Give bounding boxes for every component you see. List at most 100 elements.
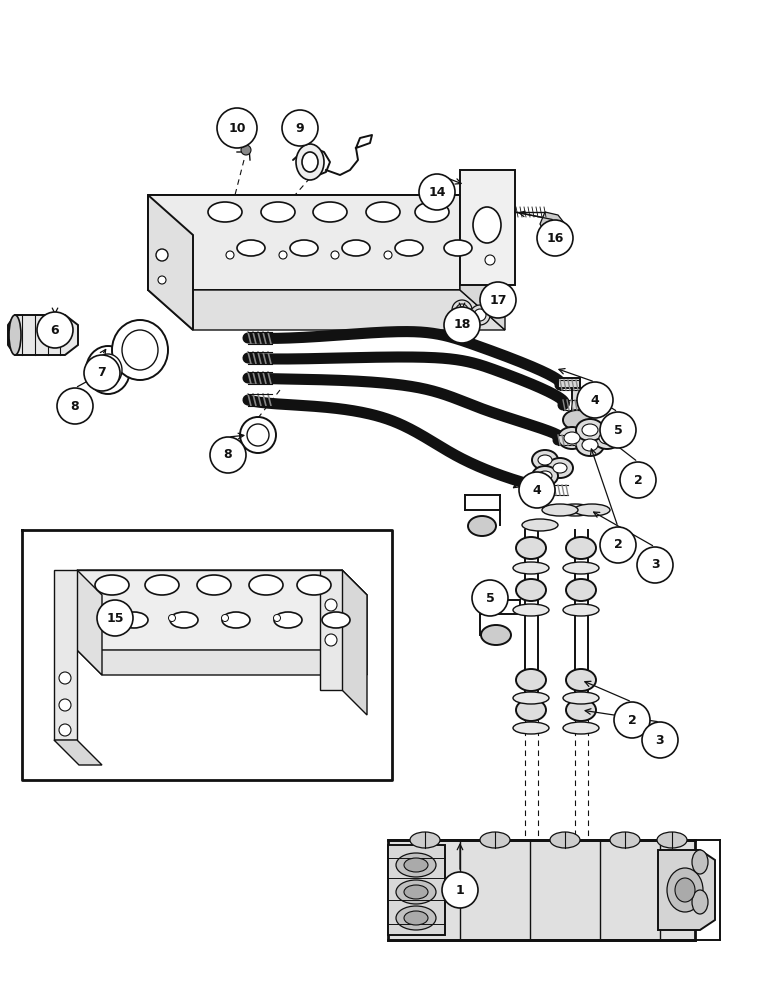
Ellipse shape xyxy=(550,832,580,848)
Ellipse shape xyxy=(563,562,599,574)
Ellipse shape xyxy=(513,692,549,704)
Ellipse shape xyxy=(444,240,472,256)
Ellipse shape xyxy=(538,455,552,465)
Polygon shape xyxy=(77,570,102,675)
Ellipse shape xyxy=(9,315,21,355)
Circle shape xyxy=(614,702,650,738)
Circle shape xyxy=(442,872,478,908)
Circle shape xyxy=(226,251,234,259)
Ellipse shape xyxy=(532,450,558,470)
Circle shape xyxy=(282,110,318,146)
Ellipse shape xyxy=(566,699,596,721)
Polygon shape xyxy=(388,840,695,940)
Ellipse shape xyxy=(112,320,168,380)
Polygon shape xyxy=(388,845,445,935)
Circle shape xyxy=(158,276,166,284)
Ellipse shape xyxy=(122,330,158,370)
Circle shape xyxy=(325,634,337,646)
Ellipse shape xyxy=(410,832,440,848)
Circle shape xyxy=(156,249,168,261)
Ellipse shape xyxy=(566,579,596,601)
Ellipse shape xyxy=(396,853,436,877)
Ellipse shape xyxy=(576,434,604,456)
Ellipse shape xyxy=(516,699,546,721)
Ellipse shape xyxy=(474,309,486,321)
Ellipse shape xyxy=(667,868,703,912)
Polygon shape xyxy=(148,195,460,290)
Polygon shape xyxy=(77,650,367,675)
Ellipse shape xyxy=(470,305,490,325)
Text: 2: 2 xyxy=(634,474,642,487)
Ellipse shape xyxy=(532,466,558,486)
Circle shape xyxy=(480,282,516,318)
Ellipse shape xyxy=(297,575,331,595)
Text: 10: 10 xyxy=(229,121,245,134)
Circle shape xyxy=(519,472,555,508)
Ellipse shape xyxy=(610,832,640,848)
Ellipse shape xyxy=(95,575,129,595)
Ellipse shape xyxy=(120,612,148,628)
Ellipse shape xyxy=(513,562,549,574)
Ellipse shape xyxy=(468,516,496,536)
Ellipse shape xyxy=(208,202,242,222)
Ellipse shape xyxy=(513,604,549,616)
Ellipse shape xyxy=(576,419,604,441)
Text: 8: 8 xyxy=(224,448,232,462)
Polygon shape xyxy=(342,570,367,675)
Ellipse shape xyxy=(322,612,350,628)
Text: 2: 2 xyxy=(614,538,622,552)
Ellipse shape xyxy=(145,575,179,595)
Text: 5: 5 xyxy=(486,591,494,604)
Circle shape xyxy=(384,251,392,259)
Polygon shape xyxy=(658,850,715,930)
Text: 1: 1 xyxy=(455,884,465,896)
Polygon shape xyxy=(8,315,78,355)
Polygon shape xyxy=(148,195,505,235)
Ellipse shape xyxy=(599,432,615,444)
Ellipse shape xyxy=(404,858,428,872)
Circle shape xyxy=(620,462,656,498)
Circle shape xyxy=(241,145,251,155)
Ellipse shape xyxy=(547,458,573,478)
Ellipse shape xyxy=(566,537,596,559)
Ellipse shape xyxy=(452,300,472,320)
Text: 7: 7 xyxy=(97,366,107,379)
Ellipse shape xyxy=(563,722,599,734)
Circle shape xyxy=(84,355,120,391)
Circle shape xyxy=(217,108,257,148)
Text: 18: 18 xyxy=(453,318,471,332)
Ellipse shape xyxy=(574,504,610,516)
Polygon shape xyxy=(558,378,580,388)
Polygon shape xyxy=(148,290,505,330)
Circle shape xyxy=(168,614,175,621)
Polygon shape xyxy=(342,570,367,715)
Ellipse shape xyxy=(675,878,695,902)
Ellipse shape xyxy=(582,424,598,436)
Ellipse shape xyxy=(86,346,130,394)
Ellipse shape xyxy=(222,612,250,628)
Circle shape xyxy=(37,312,73,348)
Ellipse shape xyxy=(657,832,687,848)
Ellipse shape xyxy=(342,240,370,256)
Text: 4: 4 xyxy=(533,484,541,496)
Ellipse shape xyxy=(261,202,295,222)
Ellipse shape xyxy=(415,202,449,222)
Circle shape xyxy=(642,722,678,758)
Ellipse shape xyxy=(692,890,708,914)
Circle shape xyxy=(222,614,229,621)
Ellipse shape xyxy=(240,417,276,453)
Polygon shape xyxy=(540,212,565,233)
Circle shape xyxy=(118,614,126,621)
Text: 16: 16 xyxy=(547,232,564,244)
Text: 5: 5 xyxy=(614,424,622,436)
Ellipse shape xyxy=(542,504,578,516)
Ellipse shape xyxy=(516,537,546,559)
Circle shape xyxy=(279,251,287,259)
Ellipse shape xyxy=(481,625,511,645)
Ellipse shape xyxy=(302,152,318,172)
Circle shape xyxy=(59,699,71,711)
Ellipse shape xyxy=(247,424,269,446)
Ellipse shape xyxy=(313,202,347,222)
Text: 15: 15 xyxy=(107,611,124,624)
Ellipse shape xyxy=(456,304,468,316)
